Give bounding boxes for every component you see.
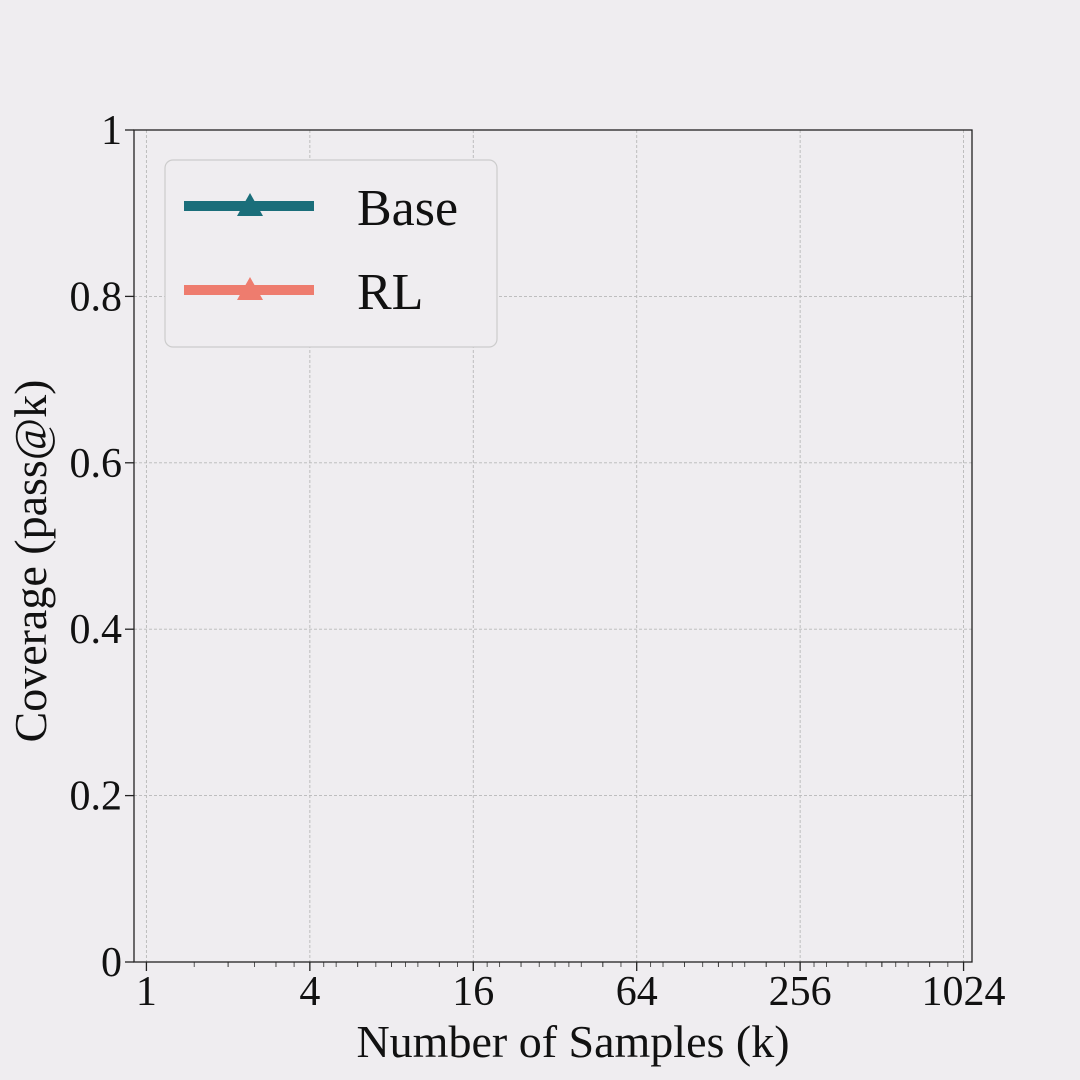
- legend-triangle-marker: [237, 193, 263, 216]
- legend-label: RL: [357, 264, 423, 321]
- x-tick-label: 16: [452, 969, 494, 1015]
- legend-label: Base: [357, 180, 458, 237]
- y-axis-label: Coverage (pass@k): [5, 380, 56, 743]
- x-tick-label: 256: [769, 969, 832, 1015]
- y-tick-label: 1: [101, 108, 122, 154]
- legend-entry: Base: [184, 180, 458, 237]
- legend: Base RL: [164, 159, 498, 348]
- minor-ticks: [193, 962, 949, 967]
- plot-area-frame: [133, 129, 973, 963]
- x-tick-labels: 1 4 16 64 256 1024: [136, 969, 1006, 1015]
- legend-entry: RL: [184, 264, 423, 321]
- x-tick-label: 1024: [922, 969, 1006, 1015]
- y-tick-label: 0.6: [70, 441, 123, 487]
- grid-lines: [134, 129, 972, 963]
- legend-triangle-marker: [237, 277, 263, 300]
- y-tick-label: 0.2: [70, 774, 123, 820]
- y-tick-label: 0.4: [70, 607, 123, 653]
- x-tick-label: 4: [299, 969, 320, 1015]
- y-tick-labels: 0 0.2 0.4 0.6 0.8 1: [70, 108, 123, 986]
- x-tick-label: 64: [616, 969, 658, 1015]
- major-ticks: [125, 129, 965, 971]
- x-tick-label: 1: [136, 969, 157, 1015]
- y-tick-label: 0: [101, 940, 122, 986]
- x-axis-label: Number of Samples (k): [356, 1016, 789, 1067]
- y-tick-label: 0.8: [70, 274, 123, 320]
